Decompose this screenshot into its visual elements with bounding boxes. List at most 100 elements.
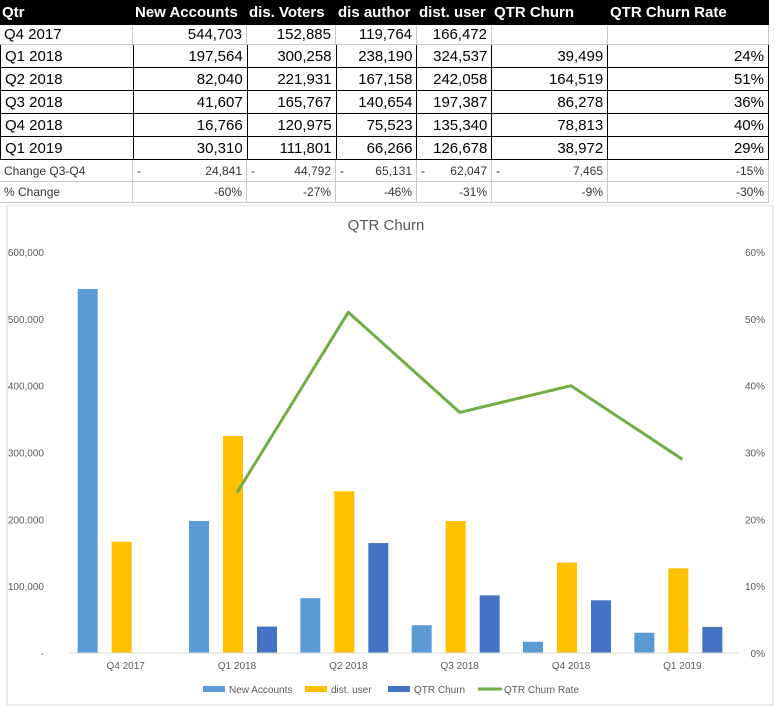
table-cell: -46% [336,182,417,202]
legend-label: QTR Churn Rate [504,685,579,696]
chart-area-border [6,205,774,706]
dash-marker: - [421,163,425,178]
y-right-tick-label: 40% [745,382,765,393]
y-right-tick-label: 50% [745,315,765,326]
cell-value: 44,792 [294,163,331,178]
table-cell: 126,678 [417,137,493,159]
bar [189,520,209,653]
legend-swatch [388,686,410,692]
table-cell: 197,564 [134,45,248,67]
bar [111,541,132,653]
table-cell: Q2 2018 [1,68,134,90]
bar [634,632,655,653]
y-right-tick-label: 20% [745,515,765,526]
table-header-cell: New Accounts [135,4,238,21]
table-row-pct: % Change -60% -27% -46% -31% -9% -30% [0,182,769,203]
table-cell: 29% [608,137,769,159]
table-cell: 120,975 [248,114,337,136]
series-line [235,310,684,494]
axis-layer: - 100,000 200,000 300,000 400,000 500,000 600,… [8,248,765,672]
table-cell: Change Q3-Q4 [0,160,133,181]
bar [523,641,543,653]
table-cell: -60% [133,182,247,202]
bar [257,626,277,653]
y-left-tick-label: 400,000 [8,382,45,393]
table-cell: 38,972 [492,137,609,159]
table-cell: 197,387 [417,91,493,113]
table-header-cell: dis author [338,4,411,21]
legend-label: New Accounts [229,685,292,696]
table-cell: -9% [492,182,608,202]
table-cell: 166,472 [417,25,492,44]
table-cell: -27% [247,182,336,202]
table-cell: 242,058 [417,68,493,90]
table-cell: 152,885 [247,25,336,44]
bar-layer [77,288,723,653]
legend-swatch [203,686,225,692]
table-cell: 324,537 [417,45,493,67]
table-header-cell: QTR Churn Rate [610,4,727,21]
table-cell: 164,519 [492,68,609,90]
table-cell: 78,813 [492,114,609,136]
x-tick-label: Q1 2018 [218,661,257,672]
table-cell: 165,767 [248,91,337,113]
table-cell: 544,703 [133,25,247,44]
table-row: Q4 2018 16,766 120,975 75,523 135,340 78,813 4… [0,114,769,137]
table-cell: -15% [608,160,769,181]
table-header-cell: dis. Voters [249,4,325,21]
table-cell: Q4 2017 [0,25,133,44]
y-left-tick-label: 600,000 [8,248,45,259]
bar [300,598,321,653]
bar [223,436,243,653]
bar [411,625,432,653]
bar [702,626,723,653]
table-cell: 140,654 [337,91,418,113]
table-cell: -30% [608,182,769,202]
y-left-tick-label: - [41,649,44,660]
table-cell: 238,190 [337,45,418,67]
cell-value: 24,841 [205,163,242,178]
table-cell: 41,607 [134,91,248,113]
x-tick-label: Q1 2019 [663,661,702,672]
table-row: Q4 2017 544,703 152,885 119,764 166,472 [0,25,769,45]
combo-chart: QTR Churn - 100,000 200,000 300,000 400,000 5… [0,205,775,707]
table-cell: 135,340 [417,114,493,136]
x-tick-label: Q4 2017 [106,661,145,672]
table-cell: 40% [608,114,769,136]
table-cell: - 62,047 [417,160,492,181]
cell-value: 65,131 [375,163,412,178]
table-cell: 66,266 [337,137,418,159]
table-cell: 36% [608,91,769,113]
table-row: Q1 2018 197,564 300,258 238,190 324,537 39,49… [0,45,769,68]
table-cell: Q1 2018 [1,45,134,67]
y-right-tick-label: 30% [745,449,765,460]
y-left-tick-label: 100,000 [8,582,45,593]
table-header-cell: Qtr [2,4,25,21]
chart-title: QTR Churn [348,217,425,234]
table-cell: % Change [0,182,133,202]
y-left-tick-label: 500,000 [8,315,45,326]
x-tick-label: Q2 2018 [329,661,368,672]
table-cell: 24% [608,45,769,67]
table-cell: Q1 2019 [1,137,134,159]
table-cell: 300,258 [248,45,337,67]
table-header-cell: QTR Churn [494,4,574,21]
table-cell: - 24,841 [133,160,247,181]
table-row: Q3 2018 41,607 165,767 140,654 197,387 86,278… [0,91,769,114]
bar [334,491,355,653]
x-tick-label: Q3 2018 [440,661,479,672]
bar [591,600,611,653]
bar [368,543,389,653]
dash-marker: - [496,163,500,178]
table-cell: 75,523 [337,114,418,136]
table-cell: - 7,465 [492,160,608,181]
table-cell: 82,040 [134,68,248,90]
bar [668,568,689,653]
legend-swatch [305,686,327,692]
table-cell: 221,931 [248,68,337,90]
y-right-tick-label: 0% [751,649,766,660]
table-cell: 51% [608,68,769,90]
bar [77,288,98,653]
legend-label: dist. user [331,685,372,696]
table-cell: Q3 2018 [1,91,134,113]
